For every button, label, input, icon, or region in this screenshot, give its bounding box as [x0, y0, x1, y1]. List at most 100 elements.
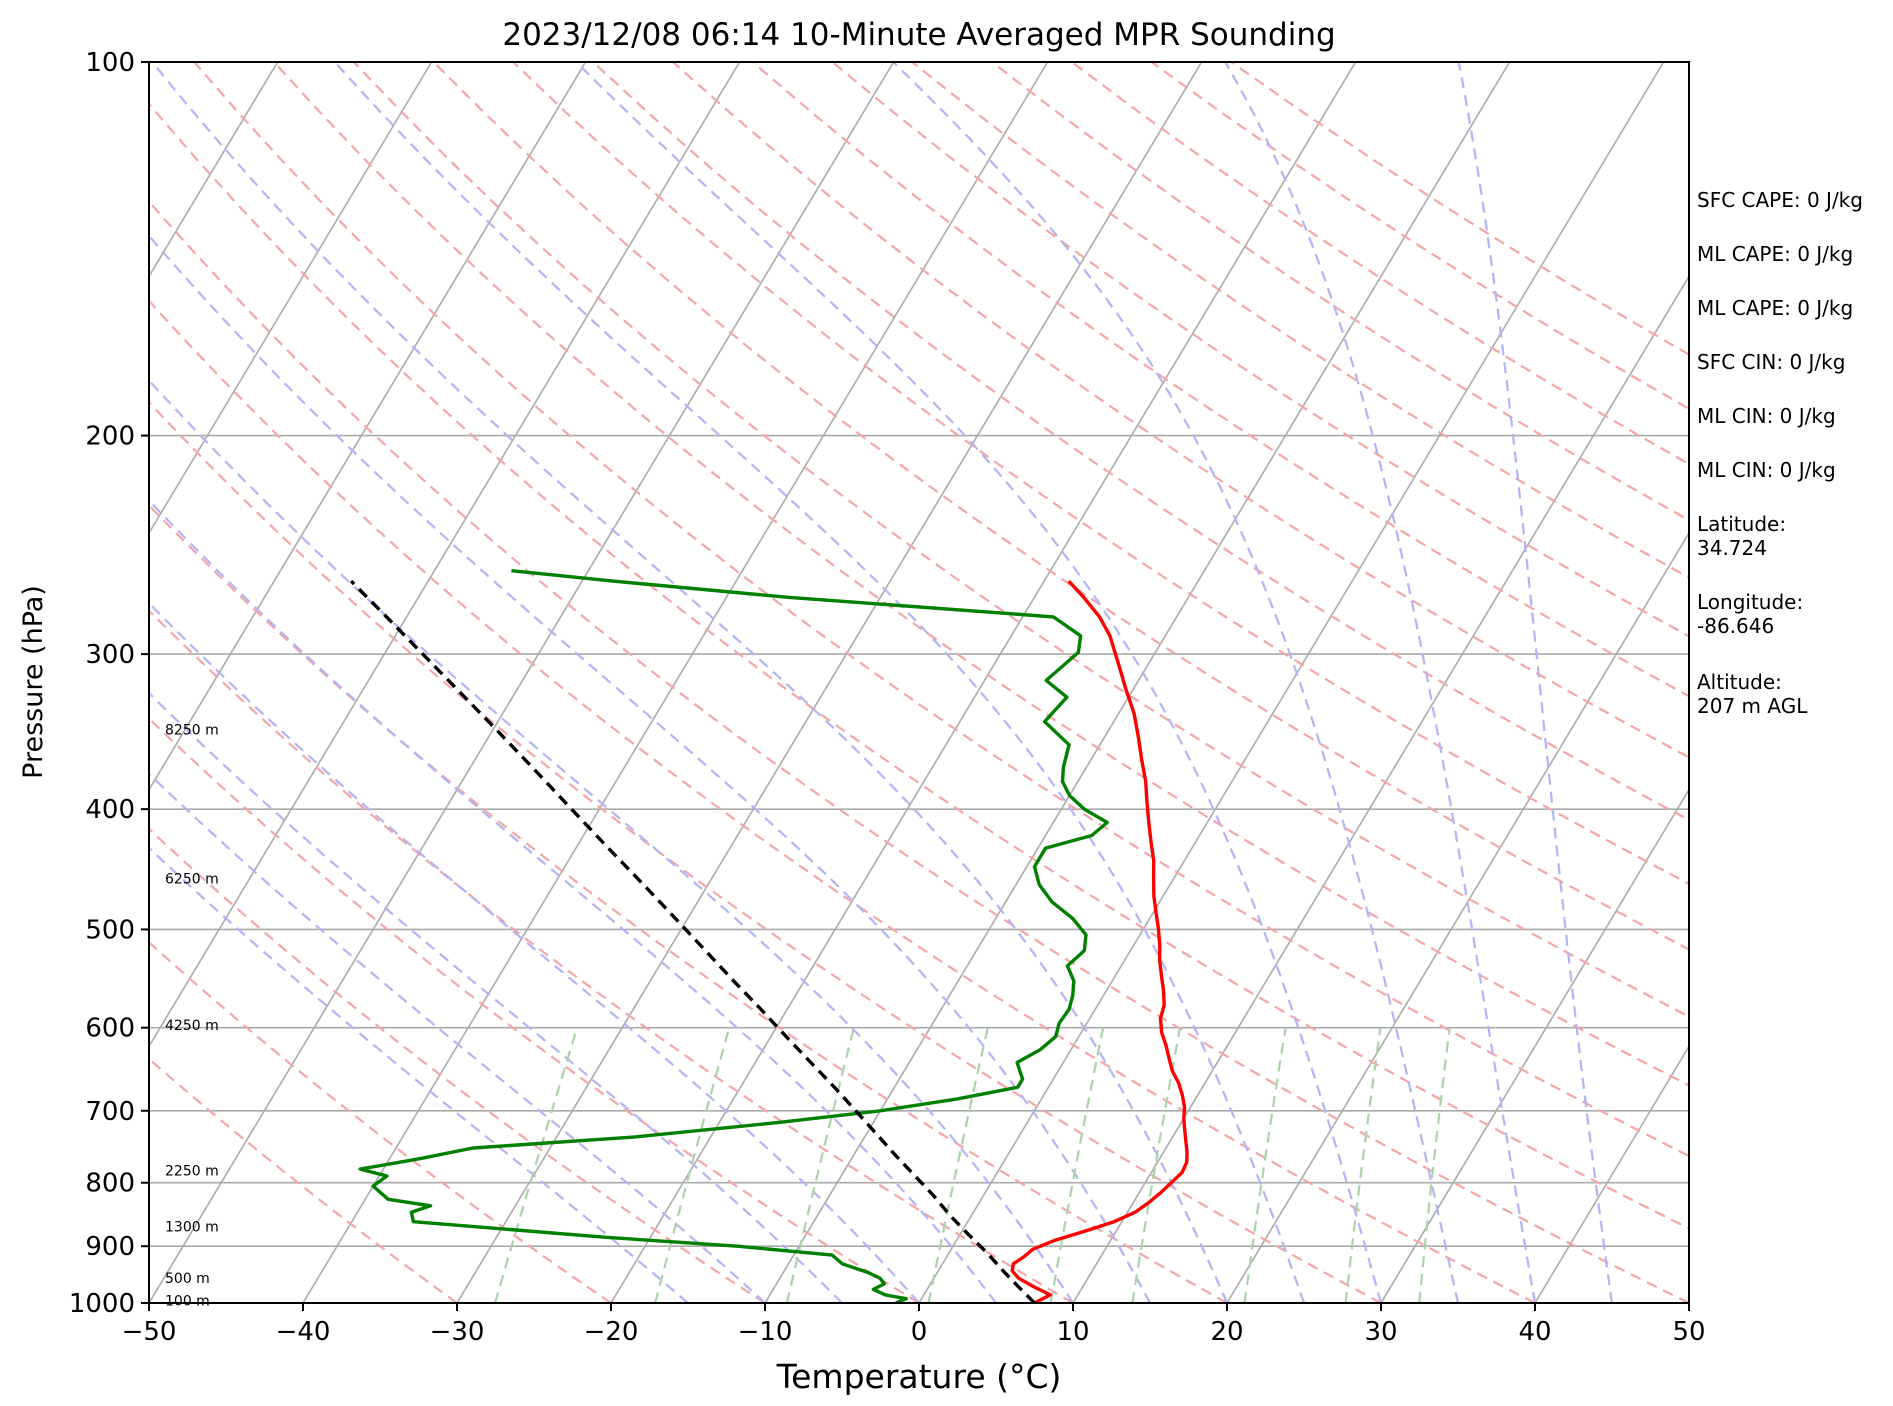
temperature-profile — [1010, 579, 1189, 1303]
dry-adiabat-line — [149, 717, 920, 1303]
y-tick-label: 200 — [85, 422, 135, 452]
mixing-ratio-line — [1243, 1027, 1287, 1303]
isotherm-line — [149, 62, 433, 535]
moist-adiabat-line — [1457, 62, 1614, 1303]
moist-adiabat-line — [149, 234, 1151, 1303]
dry-adiabat-line — [149, 299, 1536, 1303]
isotherm-line — [1072, 274, 1689, 1303]
moist-adiabat-line — [892, 62, 1460, 1303]
isotherm-line — [918, 62, 1665, 1303]
x-tick-label: −10 — [738, 1317, 793, 1347]
mixing-ratio-line — [785, 1027, 855, 1303]
dry-adiabat-line — [512, 62, 1689, 886]
mixing-ratio-line — [1344, 1027, 1382, 1303]
isotherm-line — [149, 62, 741, 1048]
height-label: 6250 m — [165, 872, 219, 888]
stat-longitude: Longitude: -86.646 — [1697, 590, 1804, 638]
sounding-profiles — [349, 569, 1189, 1303]
height-label: 500 m — [165, 1271, 210, 1287]
y-tick-label: 800 — [85, 1169, 135, 1199]
dry-adiabat-line — [149, 101, 1689, 1230]
dry-adiabat-line — [149, 940, 612, 1303]
stat-latitude: Latitude: 34.724 — [1697, 512, 1787, 560]
stat-sfc-cape: SFC CAPE: 0 J/kg — [1697, 188, 1863, 212]
x-tick-label: 0 — [911, 1317, 928, 1347]
dry-adiabat-line — [193, 62, 1689, 1158]
stat-altitude: Altitude: 207 m AGL — [1697, 670, 1808, 718]
dewpoint-profile — [358, 569, 1109, 1303]
isotherm-line — [1534, 1044, 1689, 1303]
dry-adiabat-line — [911, 62, 1689, 579]
y-tick-label: 600 — [85, 1014, 135, 1044]
y-axis-label: Pressure (hPa) — [18, 585, 49, 779]
y-tick-label: 300 — [85, 640, 135, 670]
moist-adiabat-line — [151, 62, 1229, 1303]
moist-adiabat-line — [149, 601, 920, 1303]
stat-ml-cin: ML CIN: 0 J/kg — [1697, 404, 1836, 428]
isotherm-line — [1380, 788, 1689, 1303]
x-tick-label: 50 — [1672, 1317, 1705, 1347]
mixing-ratio-line — [654, 1027, 731, 1303]
parcel-profile — [349, 579, 1036, 1303]
chart-title: 2023/12/08 06:14 10-Minute Averaged MPR … — [502, 17, 1335, 53]
dry-adiabat-line — [149, 1057, 458, 1303]
dry-adiabat-line — [149, 199, 1689, 1303]
dry-adiabat-line — [831, 62, 1689, 638]
x-axis: −50 −40 −30 −20 −10 0 10 20 30 40 50 — [122, 1303, 1706, 1347]
isotherm-line — [302, 62, 1049, 1303]
dry-adiabat-line — [353, 62, 1689, 1018]
x-axis-label: Temperature (°C) — [776, 1357, 1062, 1396]
isotherm-line — [456, 62, 1203, 1303]
isotherm-line — [149, 62, 279, 278]
dry-adiabat-line — [672, 62, 1689, 759]
y-tick-label: 400 — [85, 795, 135, 825]
y-axis: 100 200 300 400 500 600 700 800 900 1000 — [69, 48, 149, 1319]
dry-adiabat-line — [149, 503, 1228, 1303]
x-tick-label: −30 — [430, 1317, 485, 1347]
x-tick-label: 20 — [1210, 1317, 1243, 1347]
moist-adiabat-line — [149, 499, 997, 1303]
dry-adiabat-line — [149, 827, 766, 1303]
y-tick-label: 1000 — [69, 1289, 135, 1319]
stat-ml-cape: ML CAPE: 0 J/kg — [1697, 296, 1854, 320]
mixing-ratio-line — [493, 1027, 579, 1303]
x-tick-label: −40 — [276, 1317, 331, 1347]
moist-adiabat-line — [1224, 62, 1537, 1303]
moist-adiabat-line — [333, 62, 1306, 1303]
mixing-ratio-line — [1418, 1027, 1451, 1303]
height-label: 2250 m — [165, 1163, 219, 1179]
x-tick-label: 10 — [1056, 1317, 1089, 1347]
isotherm-line — [764, 62, 1511, 1303]
x-tick-label: 30 — [1364, 1317, 1397, 1347]
isotherm-line — [1226, 531, 1689, 1303]
x-tick-label: −20 — [584, 1317, 639, 1347]
y-tick-label: 700 — [85, 1097, 135, 1127]
background-lines — [149, 62, 1689, 1303]
mixing-ratio-line — [1049, 1027, 1105, 1303]
moist-adiabat-line — [149, 772, 766, 1303]
x-tick-label: 40 — [1518, 1317, 1551, 1347]
dry-adiabat-line — [149, 609, 1074, 1303]
y-tick-label: 100 — [85, 48, 135, 78]
moist-adiabat-line — [575, 62, 1383, 1303]
moist-adiabat-line — [149, 691, 843, 1303]
mixing-ratio-line — [1131, 1027, 1182, 1303]
stat-sfc-cin: SFC CIN: 0 J/kg — [1697, 350, 1846, 374]
height-label: 8250 m — [165, 722, 219, 738]
height-labels: 8250 m 6250 m 4250 m 2250 m 1300 m 500 m 100 m — [165, 722, 219, 1309]
isotherm-line — [610, 62, 1357, 1303]
isotherm-line — [149, 62, 895, 1303]
height-label: 1300 m — [165, 1220, 219, 1236]
plot-frame — [148, 61, 1690, 1304]
height-label: 4250 m — [165, 1018, 219, 1034]
isotherm-line — [149, 62, 587, 792]
moist-adiabat-line — [149, 846, 689, 1303]
y-tick-label: 500 — [85, 915, 135, 945]
y-tick-label: 900 — [85, 1232, 135, 1262]
stat-ml-cape: ML CAPE: 0 J/kg — [1697, 242, 1854, 266]
stat-ml-cin: ML CIN: 0 J/kg — [1697, 458, 1836, 482]
height-label: 100 m — [165, 1293, 210, 1309]
x-tick-label: −50 — [122, 1317, 177, 1347]
moist-adiabat-line — [149, 378, 1074, 1303]
